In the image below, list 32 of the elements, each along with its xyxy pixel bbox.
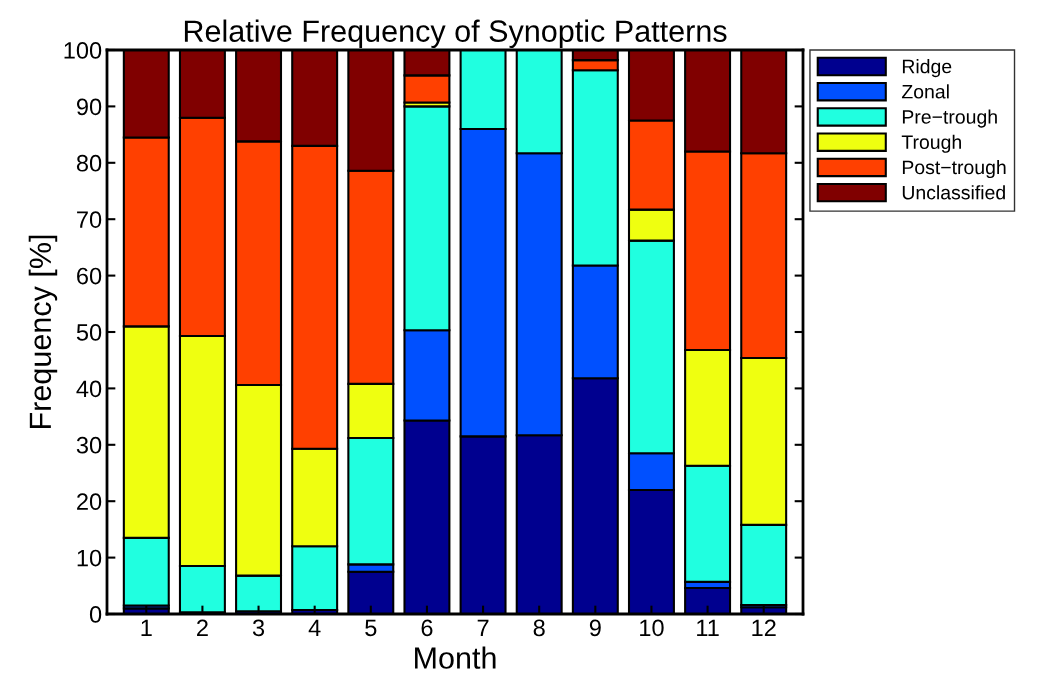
y-axis-title: Frequency [%] — [28, 235, 58, 428]
x-tick-label: 11 — [697, 619, 719, 636]
y-tick-label: 20 — [77, 493, 102, 510]
y-tick-label: 60 — [77, 267, 102, 285]
legend-label: Ridge — [902, 59, 952, 78]
y-tick-label: 0 — [89, 606, 102, 623]
y-tick-label: 100 — [64, 42, 102, 59]
chart-title: Relative Frequency of Synoptic Patterns — [184, 19, 727, 49]
y-tick-label: 30 — [76, 436, 102, 454]
x-tick-label: 10 — [640, 619, 664, 637]
y-tick-label: 10 — [77, 549, 102, 567]
x-tick-label: 4 — [308, 619, 321, 636]
x-tick-label: 7 — [477, 619, 489, 636]
y-tick-label: 90 — [76, 98, 102, 116]
x-tick-label: 12 — [752, 619, 776, 636]
x-axis-title: Month — [415, 646, 496, 669]
y-tick-label: 70 — [77, 211, 102, 228]
legend-label: Zonal — [901, 84, 949, 99]
y-tick-label: 40 — [76, 380, 102, 398]
legend-label: Unclassified — [902, 185, 1005, 200]
x-tick-label: 9 — [589, 619, 601, 637]
x-tick-label: 6 — [421, 619, 433, 637]
legend-label: Pre−trough — [902, 109, 997, 128]
y-tick-label: 50 — [76, 324, 102, 341]
legend-label: Trough — [901, 134, 961, 153]
x-tick-label: 1 — [141, 619, 152, 636]
x-tick-label: 2 — [197, 619, 208, 636]
x-tick-label: 5 — [365, 619, 377, 637]
y-tick-label: 80 — [76, 154, 102, 172]
x-tick-label: 3 — [252, 619, 265, 637]
x-tick-label: 8 — [533, 619, 545, 637]
legend-label: Post−trough — [902, 159, 1006, 179]
